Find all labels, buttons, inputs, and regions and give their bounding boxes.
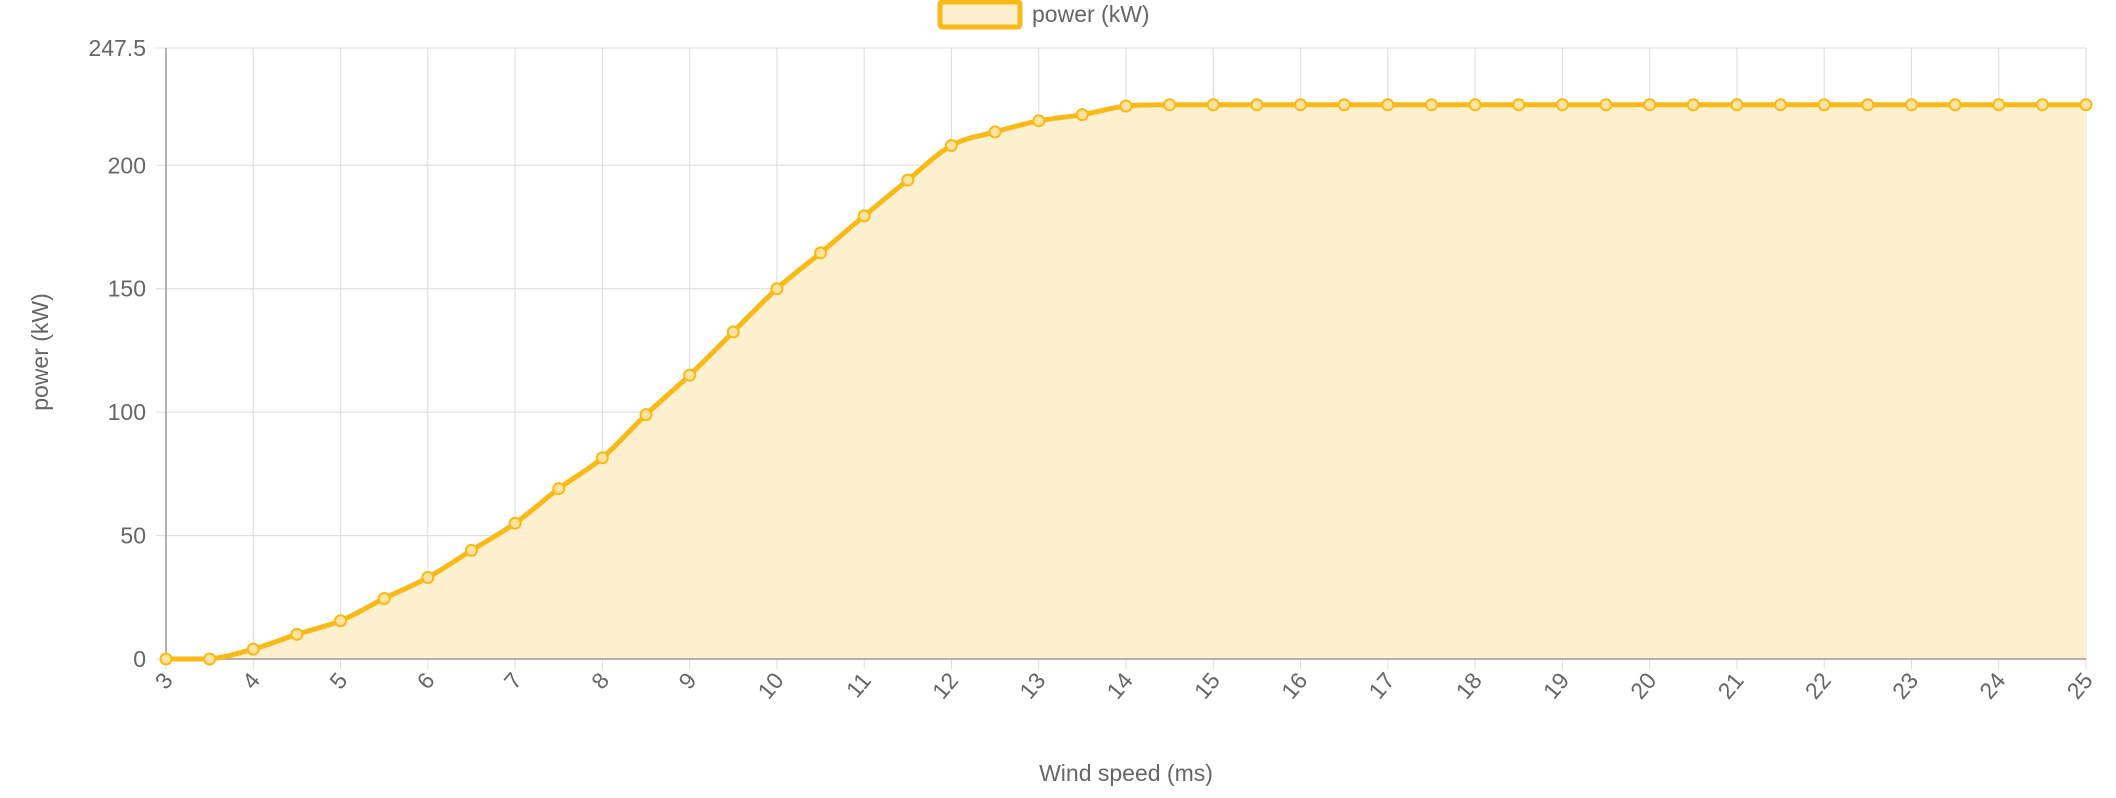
y-axis-title: power (kW) (27, 293, 53, 411)
data-point[interactable] (552, 482, 566, 496)
data-point[interactable] (988, 125, 1002, 139)
data-point[interactable] (595, 451, 609, 465)
data-point[interactable] (1119, 99, 1133, 113)
data-point[interactable] (1686, 98, 1700, 112)
data-point[interactable] (1817, 98, 1831, 112)
x-tick-label: 3 (150, 668, 178, 695)
x-tick-label: 15 (1189, 668, 1225, 704)
data-point[interactable] (1512, 98, 1526, 112)
x-tick-label: 13 (1014, 668, 1050, 704)
x-tick-label: 9 (673, 668, 701, 695)
data-point[interactable] (1992, 98, 2006, 112)
x-tick-label: 16 (1276, 668, 1312, 704)
x-tick-label: 12 (927, 668, 963, 704)
x-tick-label: 7 (499, 668, 527, 695)
x-tick-label: 20 (1625, 668, 1661, 704)
data-point[interactable] (1381, 98, 1395, 112)
series-area (166, 104, 2086, 660)
axis-layer (165, 48, 2086, 660)
data-point[interactable] (203, 652, 217, 666)
y-tick-label: 150 (108, 276, 146, 302)
data-point[interactable] (683, 368, 697, 382)
y-tick-label: 100 (108, 399, 146, 425)
x-tick-label: 6 (412, 668, 440, 695)
x-tick-label: 8 (586, 668, 614, 695)
data-point[interactable] (1337, 98, 1351, 112)
data-point[interactable] (508, 516, 522, 530)
x-tick-label: 23 (1887, 668, 1923, 704)
data-point[interactable] (159, 652, 173, 666)
data-point[interactable] (814, 246, 828, 260)
data-point[interactable] (857, 209, 871, 223)
data-point[interactable] (1250, 98, 1264, 112)
legend-swatch[interactable] (937, 0, 1023, 30)
data-point[interactable] (1643, 98, 1657, 112)
data-point[interactable] (464, 543, 478, 557)
y-tick-label: 247.5 (88, 35, 146, 61)
x-axis-title: Wind speed (ms) (1039, 760, 1213, 786)
data-point[interactable] (770, 282, 784, 296)
data-point[interactable] (2035, 98, 2049, 112)
data-point[interactable] (2079, 98, 2093, 112)
data-point[interactable] (639, 408, 653, 422)
x-tick-label: 11 (841, 668, 876, 703)
data-point[interactable] (1163, 98, 1177, 112)
data-point[interactable] (1555, 98, 1569, 112)
data-point[interactable] (1206, 98, 1220, 112)
data-point[interactable] (334, 614, 348, 628)
x-tick-label: 19 (1538, 668, 1574, 704)
x-tick-label: 4 (237, 667, 265, 694)
x-tick-label: 18 (1451, 668, 1487, 704)
x-tick-label: 5 (324, 668, 352, 695)
x-tick-label: 21 (1712, 668, 1748, 704)
data-point[interactable] (1075, 108, 1089, 122)
data-point[interactable] (1599, 98, 1613, 112)
data-point[interactable] (1730, 98, 1744, 112)
x-tick-label: 25 (2061, 668, 2097, 704)
y-tick-label: 50 (120, 523, 146, 549)
data-point[interactable] (290, 627, 304, 641)
x-tick-label: 17 (1363, 668, 1399, 704)
data-point[interactable] (1032, 114, 1046, 128)
y-tick-label: 200 (108, 152, 146, 178)
x-tick-label: 24 (1974, 667, 2010, 703)
data-point[interactable] (1861, 98, 1875, 112)
x-tick-label: 22 (1800, 668, 1836, 704)
data-point[interactable] (1424, 98, 1438, 112)
data-point[interactable] (1904, 98, 1918, 112)
data-point[interactable] (377, 592, 391, 606)
data-point[interactable] (1774, 98, 1788, 112)
data-point[interactable] (421, 571, 435, 585)
area-layer (166, 104, 2086, 660)
x-tick-label: 10 (752, 668, 788, 704)
data-point[interactable] (246, 642, 260, 656)
legend-label[interactable]: power (kW) (1032, 1, 1150, 27)
data-point[interactable] (1468, 98, 1482, 112)
data-point[interactable] (726, 325, 740, 339)
point-layer (159, 98, 2093, 666)
y-tick-label: 0 (133, 646, 146, 672)
data-point[interactable] (1948, 98, 1962, 112)
legend[interactable]: power (kW) (937, 0, 1150, 30)
data-point[interactable] (1294, 98, 1308, 112)
x-tick-label: 14 (1101, 667, 1137, 703)
data-point[interactable] (944, 139, 958, 153)
data-point[interactable] (901, 173, 915, 187)
